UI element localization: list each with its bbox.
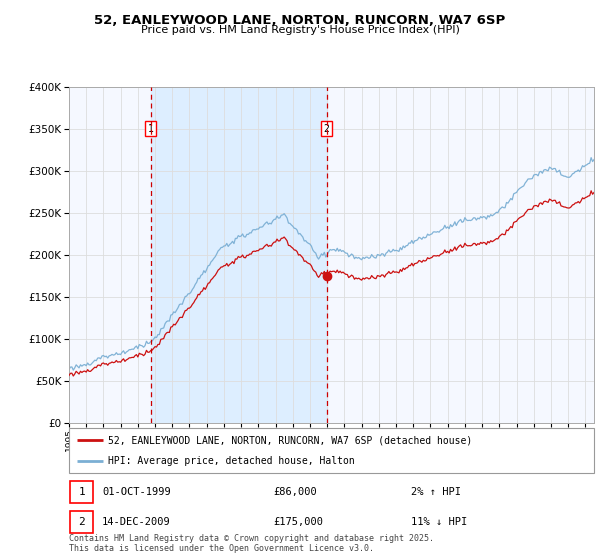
Text: 2: 2 (78, 517, 85, 527)
Text: 1: 1 (148, 124, 154, 134)
Text: £86,000: £86,000 (273, 487, 317, 497)
Text: 52, EANLEYWOOD LANE, NORTON, RUNCORN, WA7 6SP: 52, EANLEYWOOD LANE, NORTON, RUNCORN, WA… (94, 14, 506, 27)
FancyBboxPatch shape (69, 428, 594, 473)
Text: 2% ↑ HPI: 2% ↑ HPI (411, 487, 461, 497)
Text: Contains HM Land Registry data © Crown copyright and database right 2025.
This d: Contains HM Land Registry data © Crown c… (69, 534, 434, 553)
FancyBboxPatch shape (70, 482, 93, 503)
Text: £175,000: £175,000 (273, 517, 323, 527)
Text: 2: 2 (323, 124, 329, 134)
Text: 52, EANLEYWOOD LANE, NORTON, RUNCORN, WA7 6SP (detached house): 52, EANLEYWOOD LANE, NORTON, RUNCORN, WA… (109, 436, 473, 446)
Text: 1: 1 (78, 487, 85, 497)
FancyBboxPatch shape (70, 511, 93, 533)
Text: 14-DEC-2009: 14-DEC-2009 (102, 517, 171, 527)
Text: 01-OCT-1999: 01-OCT-1999 (102, 487, 171, 497)
Text: HPI: Average price, detached house, Halton: HPI: Average price, detached house, Halt… (109, 456, 355, 466)
Bar (151, 87, 326, 423)
Text: Price paid vs. HM Land Registry's House Price Index (HPI): Price paid vs. HM Land Registry's House … (140, 25, 460, 35)
Text: 11% ↓ HPI: 11% ↓ HPI (411, 517, 467, 527)
